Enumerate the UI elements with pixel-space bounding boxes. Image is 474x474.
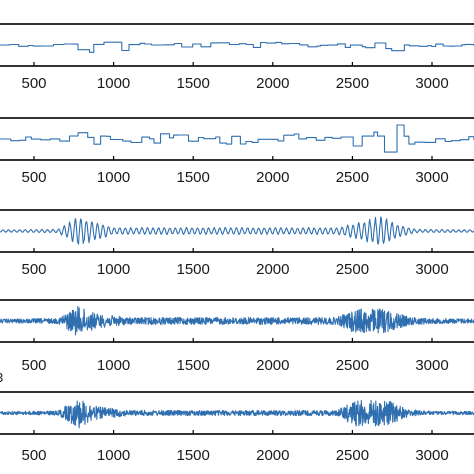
x-tick-label: 2000 <box>256 357 289 374</box>
panel-4: 500 1000 1500 2000 2500 3000 3 <box>0 299 474 385</box>
x-tick-label: 500 <box>21 75 46 92</box>
x-tick-label: 2000 <box>256 169 289 186</box>
x-tick-label: 1000 <box>97 447 130 464</box>
x-tick-label: 2000 <box>256 75 289 92</box>
x-tick-label: 1500 <box>177 75 210 92</box>
x-tick-label: 1000 <box>97 261 130 278</box>
panel-frame <box>0 299 474 343</box>
x-tick-label: 3000 <box>415 447 448 464</box>
panel-label: 3 <box>0 370 3 385</box>
x-tick-label: 500 <box>21 357 46 374</box>
signal-trace <box>0 41 474 53</box>
x-tick-label: 1000 <box>97 357 130 374</box>
x-tick-label: 1000 <box>97 75 130 92</box>
x-tick-label: 1500 <box>177 261 210 278</box>
x-tick-label: 2500 <box>336 261 369 278</box>
x-tick-label: 2500 <box>336 169 369 186</box>
x-tick-label: 1500 <box>177 447 210 464</box>
panel-1: 500 1000 1500 2000 2500 3000 <box>0 23 474 92</box>
x-tick-label: 3000 <box>415 169 448 186</box>
x-tick-label: 500 <box>21 169 46 186</box>
x-tick-label: 2000 <box>256 447 289 464</box>
x-tick-label: 2500 <box>336 357 369 374</box>
panels-group: 500 1000 1500 2000 2500 3000 500 1000 1500 2000 25… <box>0 23 474 464</box>
panel-frame <box>0 209 474 253</box>
x-tick-label: 2500 <box>336 447 369 464</box>
signal-trace <box>0 124 474 153</box>
signal-trace <box>0 216 474 245</box>
x-tick-label: 3000 <box>415 261 448 278</box>
panel-frame <box>0 391 474 435</box>
panel-2: 500 1000 1500 2000 2500 3000 <box>0 117 474 186</box>
panel-frame <box>0 23 474 67</box>
x-tick-label: 1000 <box>97 169 130 186</box>
panel-3: 500 1000 1500 2000 2500 3000 <box>0 209 474 278</box>
x-tick-label: 1500 <box>177 357 210 374</box>
signal-trace <box>0 399 474 429</box>
signal-trace <box>0 305 474 336</box>
panel-frame <box>0 117 474 161</box>
x-tick-label: 1500 <box>177 169 210 186</box>
x-tick-label: 3000 <box>415 357 448 374</box>
x-tick-label: 500 <box>21 261 46 278</box>
x-tick-label: 2500 <box>336 75 369 92</box>
x-tick-label: 500 <box>21 447 46 464</box>
panel-5: 500 1000 1500 2000 2500 3000 <box>0 391 474 464</box>
x-tick-label: 2000 <box>256 261 289 278</box>
x-tick-label: 3000 <box>415 75 448 92</box>
